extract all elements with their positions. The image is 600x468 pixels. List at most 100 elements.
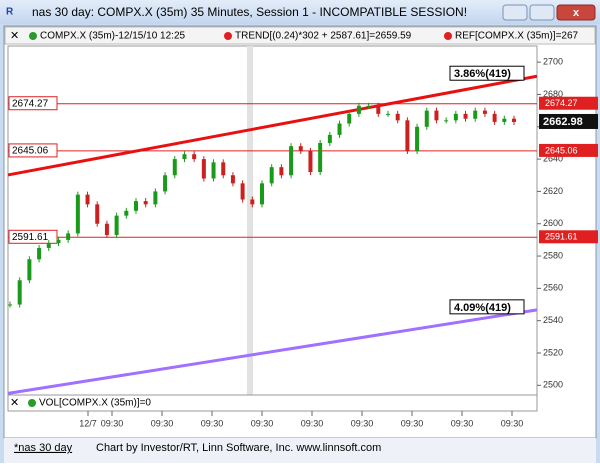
candle [221, 162, 226, 176]
y-tick-label: 2680 [543, 89, 563, 99]
candle [318, 142, 323, 173]
window-title: nas 30 day: COMPX.X (35m) 35 Minutes, Se… [32, 5, 467, 19]
candle [192, 154, 197, 160]
level-label-right: 2674.27 [545, 98, 578, 108]
volume-pane [7, 394, 538, 412]
candle [153, 191, 158, 205]
last-price-tag [539, 113, 598, 129]
y-tick-label: 2700 [543, 57, 563, 67]
candle [182, 154, 187, 160]
level-tag-left [8, 96, 58, 111]
candle [269, 167, 274, 184]
candle [415, 126, 420, 152]
last-price-label: 2662.98 [543, 116, 583, 128]
x-tick-label: 09:30 [501, 418, 524, 428]
status-bar [4, 438, 596, 463]
level-tag-right [539, 230, 598, 244]
candle [85, 194, 90, 205]
candle [502, 118, 507, 122]
y-tick-label: 2540 [543, 315, 563, 325]
y-tick-label: 2620 [543, 186, 563, 196]
plot-area [7, 45, 538, 396]
candle [240, 183, 245, 200]
candle [37, 247, 42, 260]
level-tag-left [8, 229, 58, 244]
candle [56, 239, 61, 244]
candle [17, 280, 22, 305]
close-button[interactable] [556, 4, 596, 21]
candle [434, 110, 439, 121]
candle [46, 243, 51, 248]
candle [279, 167, 284, 176]
x-tick-label: 09:30 [101, 418, 124, 428]
title-bar [0, 0, 600, 24]
candle [347, 113, 352, 124]
x-tick-label: 09:30 [251, 418, 274, 428]
candle [143, 201, 148, 205]
candle [211, 162, 216, 179]
candle [327, 134, 332, 143]
level-label-right: 2645.06 [545, 145, 578, 155]
y-tick-label: 2600 [543, 218, 563, 228]
level-label-right: 2591.61 [545, 232, 578, 242]
candle [444, 120, 449, 122]
legend-item[interactable]: TREND[(0.24)*302 + 2587.61]=2659.59 [235, 31, 412, 42]
candle [366, 105, 371, 107]
candle [163, 175, 168, 192]
candle [114, 215, 119, 236]
y-tick-label: 2500 [543, 380, 563, 390]
trend-line [7, 308, 538, 395]
candle [124, 210, 129, 216]
trend-tag [449, 299, 525, 315]
volume-label: VOL[COMPX.X (35m)]=0 [39, 398, 151, 409]
candle [27, 259, 32, 281]
candle [376, 105, 381, 114]
y-tick-label: 2640 [543, 153, 563, 163]
legend-item[interactable]: COMPX.X (35m)-12/15/10 12:25 [40, 31, 186, 42]
legend-dot [224, 32, 232, 40]
legend-dot [28, 399, 36, 407]
level-tag-left [8, 143, 58, 158]
candle [463, 113, 468, 119]
candle [289, 146, 294, 176]
chart-tab[interactable]: *nas 30 day [14, 442, 73, 454]
y-tick-label: 2580 [543, 250, 563, 260]
level-tag-right [539, 96, 598, 110]
level-label-left: 2674.27 [12, 98, 49, 109]
x-tick-label: 09:30 [301, 418, 324, 428]
candle [66, 233, 71, 240]
close-icon[interactable]: ✕ [10, 30, 19, 42]
legend-dot [29, 32, 37, 40]
trend-label: 3.86%(419) [454, 68, 511, 80]
maximize-button[interactable] [529, 4, 555, 21]
candle [298, 146, 303, 152]
trend-label: 4.09%(419) [454, 302, 511, 314]
x-tick-label: 12/7 [79, 418, 97, 428]
candle [473, 110, 478, 119]
x-tick-label: 09:30 [451, 418, 474, 428]
candle [250, 199, 255, 205]
level-tag-right [539, 143, 598, 157]
candle [482, 110, 487, 114]
legend-item[interactable]: REF[COMPX.X (35m)]=267 [455, 31, 579, 42]
volume-close[interactable]: ✕ [10, 397, 19, 409]
candle [405, 120, 410, 152]
candle [75, 194, 80, 234]
candle [395, 113, 400, 121]
candle [337, 123, 342, 135]
candle [386, 113, 390, 115]
candle [134, 201, 138, 211]
level-label-left: 2591.61 [12, 232, 49, 243]
candle [512, 118, 516, 122]
candle [308, 151, 313, 173]
x-tick-label: 09:30 [401, 418, 424, 428]
candle [104, 223, 109, 236]
x-tick-label: 09:30 [201, 418, 224, 428]
level-label-left: 2645.06 [12, 146, 49, 157]
candle [201, 159, 206, 179]
minimize-button[interactable] [502, 4, 528, 21]
candle [260, 183, 264, 205]
candle [424, 110, 429, 127]
